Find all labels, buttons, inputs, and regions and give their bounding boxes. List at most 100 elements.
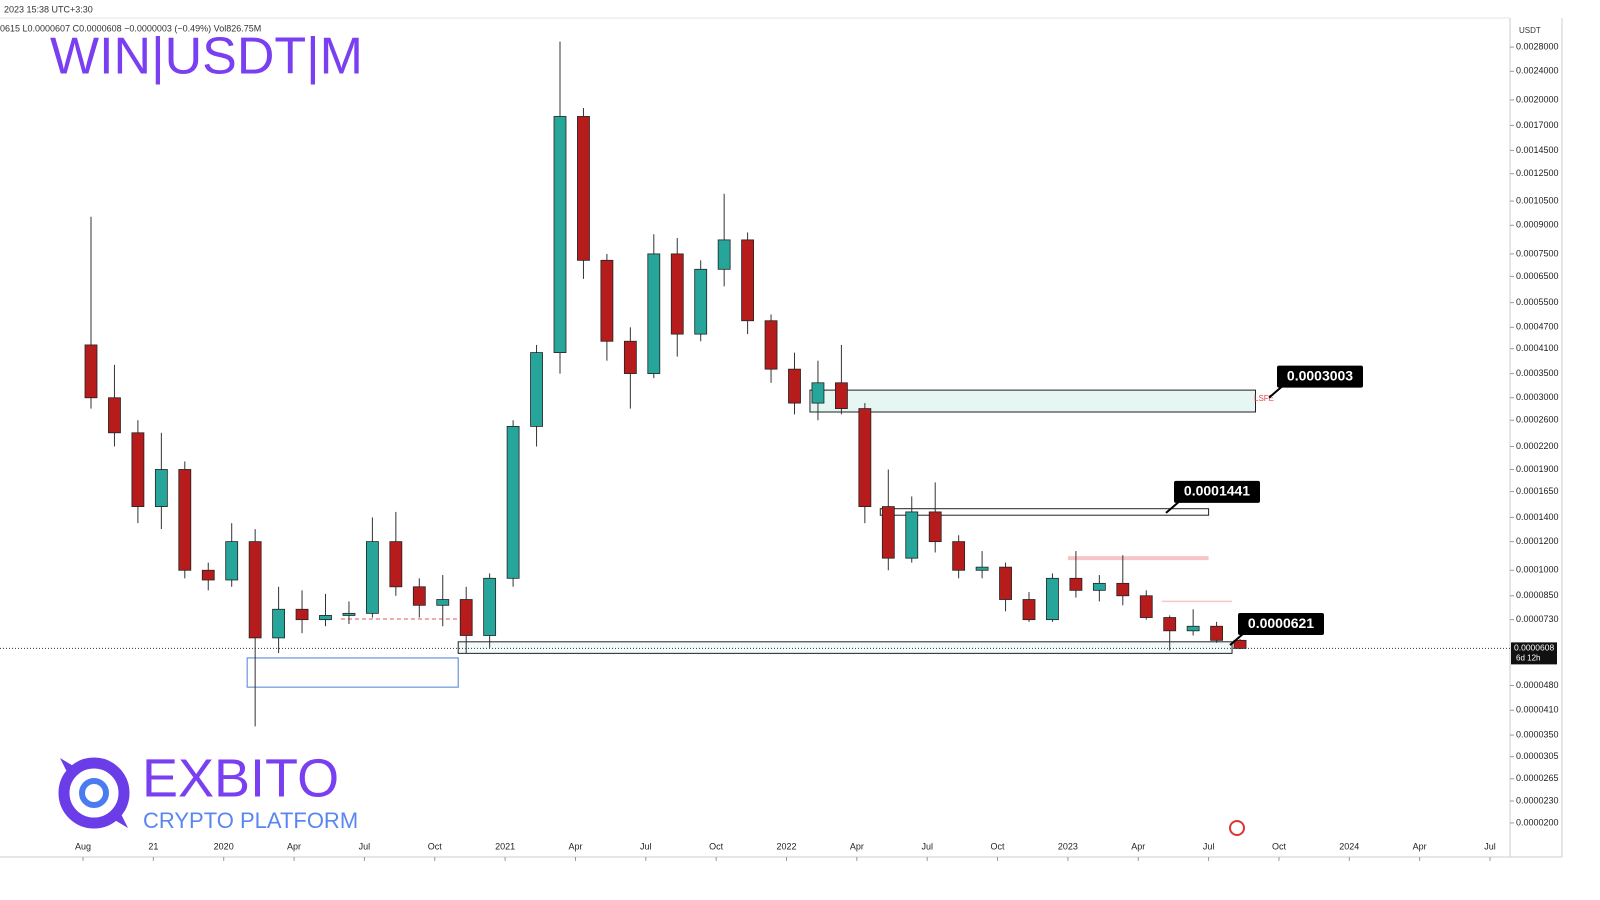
- y-tick-label: 0.0002200: [1516, 441, 1559, 451]
- x-tick-label: Jul: [640, 841, 652, 851]
- y-tick-label: 0.0020000: [1516, 94, 1559, 104]
- price-tag-value: 0.0000608: [1514, 643, 1554, 653]
- y-tick-label: 0.0001000: [1516, 565, 1559, 575]
- y-tick-label: 0.0000265: [1516, 773, 1559, 783]
- candle-body: [178, 469, 192, 571]
- candle-body: [1186, 625, 1200, 632]
- candle-body: [319, 615, 332, 621]
- logo-arrows: [60, 758, 128, 828]
- candle-body: [670, 253, 684, 335]
- y-tick-label: 0.0003000: [1516, 392, 1559, 402]
- callout-box: [1238, 613, 1324, 636]
- x-tick-label: Oct: [428, 841, 443, 851]
- candle-body: [1092, 582, 1106, 591]
- candle-body: [600, 259, 614, 342]
- y-tick-label: 0.0000730: [1516, 614, 1559, 624]
- y-tick-label: 0.0000230: [1516, 795, 1559, 805]
- y-tick-label: 0.0009000: [1516, 220, 1559, 230]
- candle-body: [881, 506, 895, 559]
- x-tick-label: Apr: [1413, 841, 1427, 851]
- zone: [809, 389, 1256, 413]
- y-tick-label: 0.0012500: [1516, 168, 1559, 178]
- candle-body: [342, 612, 356, 616]
- candle-body: [928, 511, 942, 543]
- candle-body: [225, 541, 239, 581]
- candle-body: [811, 382, 825, 404]
- candle-body: [999, 566, 1012, 600]
- x-tick-label: Apr: [287, 841, 301, 851]
- logo-core: [79, 778, 109, 808]
- y-tick-label: 0.0001400: [1516, 512, 1559, 522]
- callout-label: 0.0003003: [1287, 367, 1353, 383]
- candle-body: [952, 541, 966, 571]
- y-tick-label: 0.0000200: [1516, 817, 1559, 827]
- price-tag: [1511, 642, 1557, 665]
- candle-body: [1233, 639, 1247, 649]
- chart-title: WIN|USDT|M: [50, 28, 363, 86]
- x-tick-label: Apr: [850, 841, 864, 851]
- y-tick-label: 0.0000410: [1516, 705, 1559, 715]
- x-tick-label: 2020: [214, 841, 234, 851]
- candle-body: [1210, 625, 1223, 641]
- y-tick-label: 0.0003500: [1516, 368, 1559, 378]
- candle-body: [975, 566, 989, 571]
- candle-body: [131, 432, 145, 507]
- event-flag[interactable]: [1229, 820, 1245, 836]
- candle-body: [412, 586, 426, 606]
- candle-body: [506, 425, 520, 579]
- candle-body: [1139, 595, 1153, 618]
- candle-body: [108, 397, 121, 434]
- y-tick-label: 0.0005500: [1516, 297, 1559, 307]
- x-tick-label: 2023: [1058, 841, 1078, 851]
- callout-label: 0.0000621: [1248, 615, 1314, 631]
- y-tick-label: 0.0007500: [1516, 248, 1559, 258]
- y-tick-label: 0.0001200: [1516, 536, 1559, 546]
- x-tick-label: Oct: [709, 841, 724, 851]
- candle-body: [788, 368, 801, 404]
- y-tick-label: 0.0010500: [1516, 195, 1559, 205]
- price-tag-countdown: 6d 12h: [1516, 653, 1540, 662]
- y-tick-label: 0.0000850: [1516, 590, 1559, 600]
- header-time: 2023 15:38 UTC+3:30: [4, 4, 93, 14]
- candle-body: [483, 577, 497, 636]
- candle-body: [1046, 577, 1059, 621]
- currency-label: USDT: [1519, 26, 1541, 35]
- zone: [246, 657, 459, 688]
- x-tick-label: Jul: [1484, 841, 1496, 851]
- candle-body: [248, 541, 262, 639]
- y-tick-label: 0.0004100: [1516, 343, 1559, 353]
- candle-body: [741, 239, 754, 322]
- candle-body: [1022, 599, 1036, 621]
- y-tick-label: 0.0001900: [1516, 464, 1559, 474]
- x-tick-label: Oct: [1272, 841, 1287, 851]
- logo: [58, 757, 130, 829]
- x-tick-label: Jul: [921, 841, 933, 851]
- logo-ring: [58, 757, 130, 829]
- ohlc-line: 0615 L0.0000607 C0.0000608 −0.0000003 (−…: [0, 23, 261, 33]
- candle-body: [553, 116, 567, 354]
- x-tick-label: Oct: [991, 841, 1006, 851]
- callout-box: [1277, 365, 1363, 388]
- candle-body: [436, 599, 450, 606]
- callout-label: 0.0001441: [1184, 483, 1250, 499]
- candle-body: [389, 541, 403, 588]
- candle-body: [1163, 617, 1177, 632]
- y-tick-label: 0.0001650: [1516, 486, 1559, 496]
- y-tick-label: 0.0006500: [1516, 271, 1559, 281]
- x-tick-label: 2021: [495, 841, 515, 851]
- x-tick-label: 21: [148, 841, 158, 851]
- candle-body: [84, 344, 98, 399]
- y-tick-label: 0.0028000: [1516, 41, 1559, 51]
- candle-body: [154, 469, 168, 507]
- candle-body: [835, 382, 848, 410]
- candle-body: [764, 320, 778, 370]
- y-tick-label: 0.0017000: [1516, 120, 1559, 130]
- y-tick-label: 0.0024000: [1516, 66, 1559, 76]
- candle-body: [295, 608, 309, 621]
- zone-label: LSFE: [1254, 394, 1274, 403]
- x-tick-label: Apr: [568, 841, 582, 851]
- candle-body: [530, 352, 543, 427]
- candle-body: [365, 541, 379, 614]
